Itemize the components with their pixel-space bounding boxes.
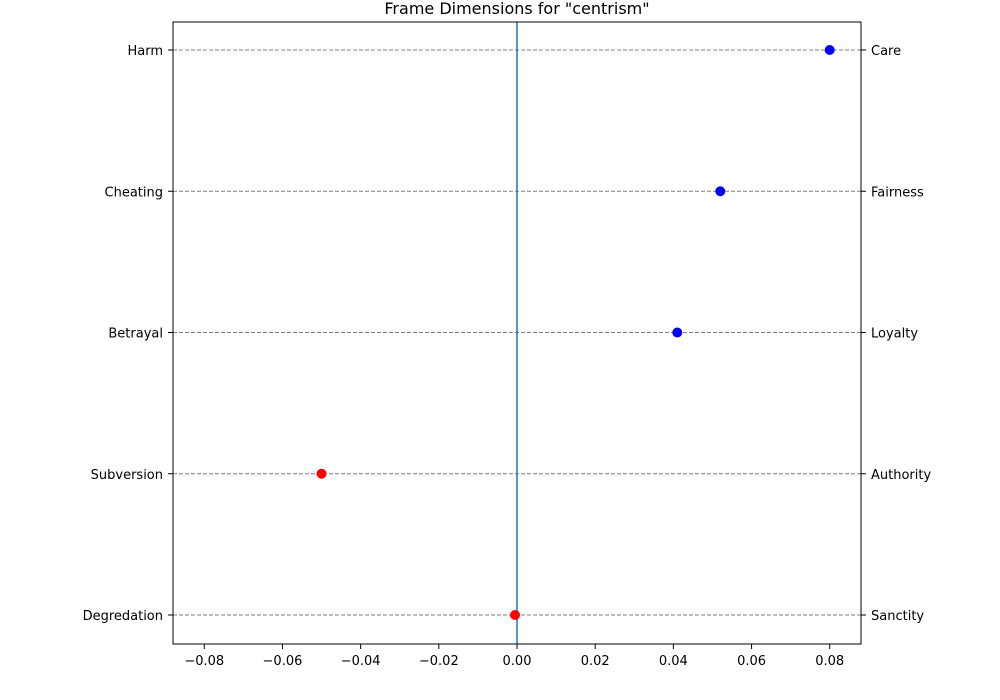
chart-title: Frame Dimensions for "centrism": [384, 0, 649, 18]
x-tick-label: −0.08: [184, 654, 224, 669]
left-axis-label: Harm: [127, 44, 163, 59]
right-axis-label: Care: [871, 44, 901, 59]
x-tick-label: 0.02: [581, 654, 610, 669]
x-axis: −0.08 −0.06 −0.04 −0.02 0.00 0.02 0.04 0.06 0.08: [184, 644, 844, 669]
left-axis-labels: Harm Cheating Betrayal Subversion Degredatio…: [83, 44, 173, 624]
left-axis-label: Subversion: [91, 468, 163, 483]
data-point: [715, 186, 726, 197]
right-axis-label: Loyalty: [871, 327, 918, 342]
x-tick-label: −0.04: [341, 654, 381, 669]
right-axis-label: Fairness: [871, 185, 924, 200]
data-point: [316, 468, 327, 479]
right-axis-label: Sanctity: [871, 609, 924, 624]
left-axis-label: Betrayal: [108, 327, 163, 342]
right-axis-labels: Care Fairness Loyalty Authority Sanctity: [861, 44, 931, 624]
data-point: [510, 610, 521, 620]
x-tick-label: 0.00: [503, 654, 532, 669]
x-tick-label: −0.06: [263, 654, 303, 669]
x-tick-label: 0.06: [737, 654, 766, 669]
left-axis-label: Cheating: [105, 185, 163, 200]
right-axis-label: Authority: [871, 468, 931, 483]
x-tick-label: −0.02: [419, 654, 459, 669]
left-axis-label: Degredation: [83, 609, 163, 624]
data-points: [316, 45, 835, 620]
data-point: [672, 327, 683, 338]
x-tick-label: 0.04: [659, 654, 688, 669]
data-point: [824, 45, 835, 55]
x-tick-label: 0.08: [815, 654, 844, 669]
